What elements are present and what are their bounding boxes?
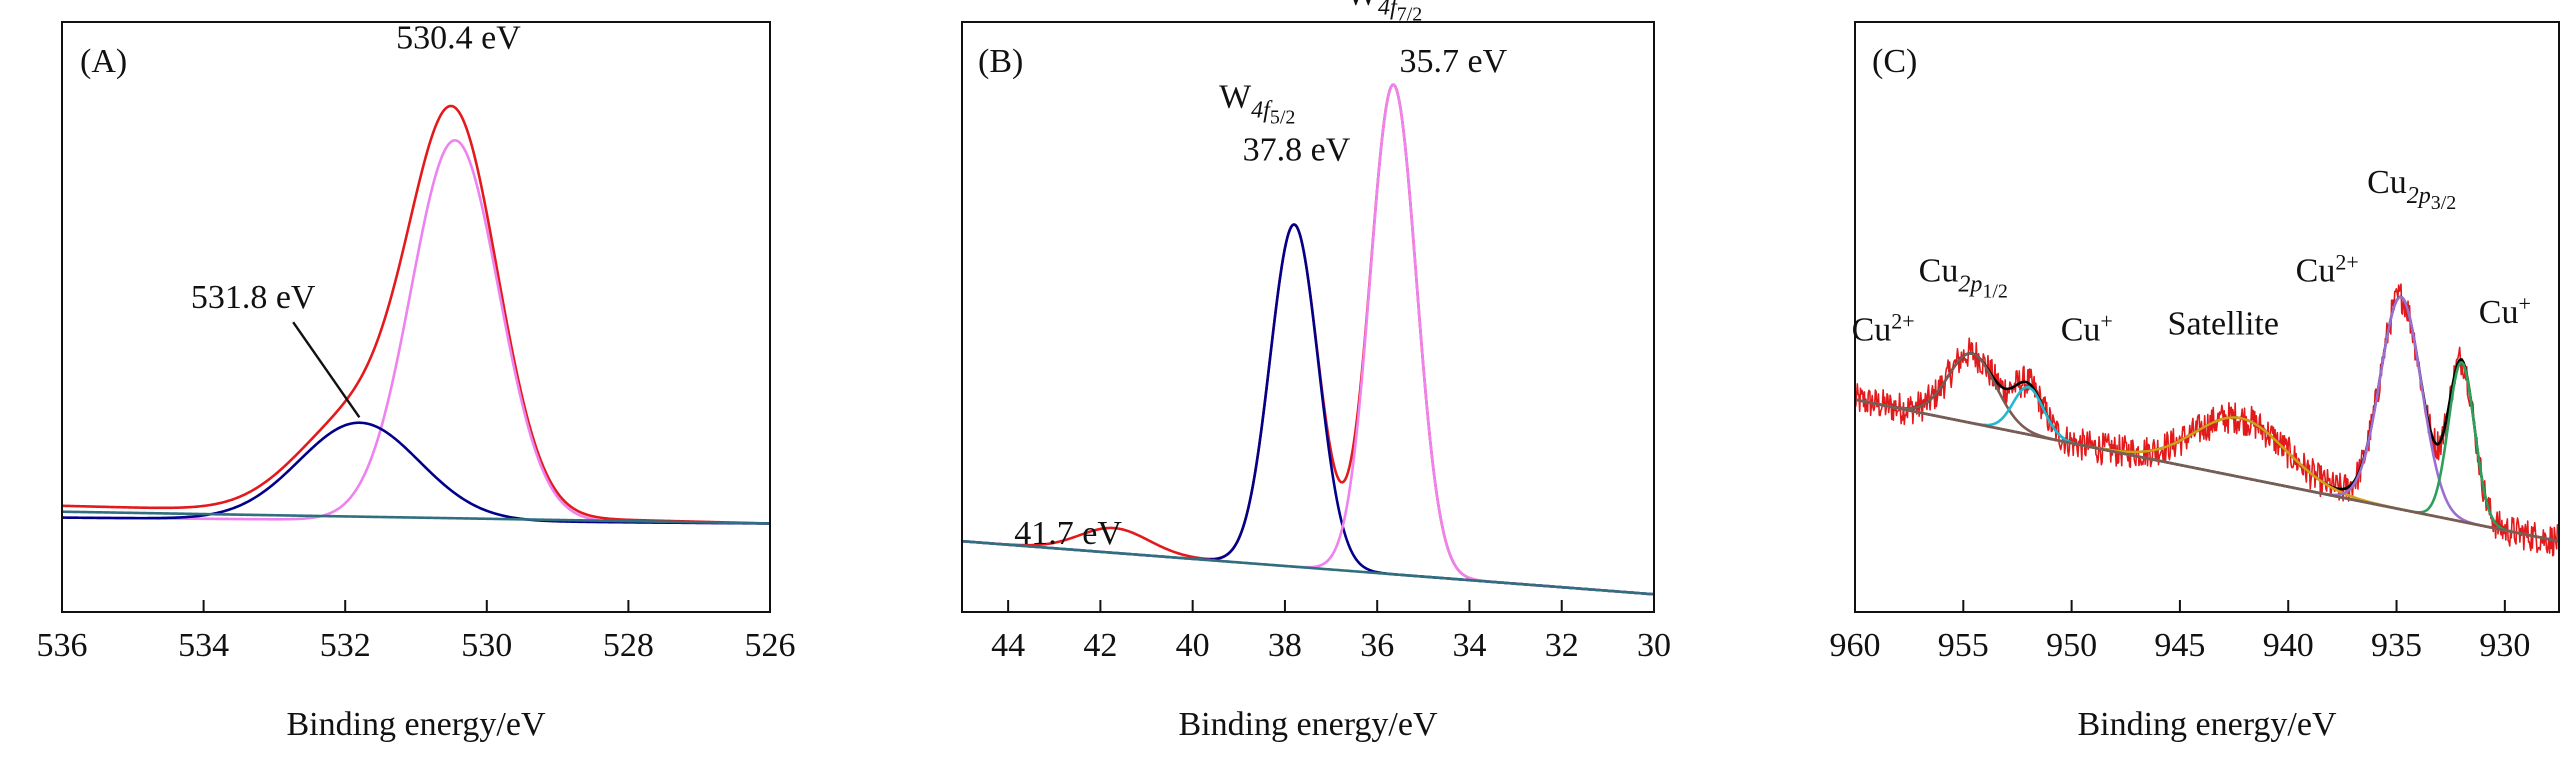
panel-b-annotation-4: W4f7/2 bbox=[1346, 0, 1422, 25]
panel-b-annotation-0: 41.7 eV bbox=[1014, 515, 1122, 552]
panel-b-series bbox=[961, 83, 1655, 596]
panel-c-ticks: 960 955 950 945 940 935 930 bbox=[1830, 600, 2530, 664]
panel-b-label: (B) bbox=[978, 43, 1023, 80]
panel-c-annotation-6: Cu+ bbox=[2479, 291, 2531, 331]
panel-c-tick-label-3: 945 bbox=[2154, 627, 2205, 664]
panel-b-tick-label-1: 42 bbox=[1083, 627, 1117, 664]
panel-c-annotation-2: Cu+ bbox=[2061, 309, 2113, 349]
panel-c-tick-label-6: 930 bbox=[2479, 627, 2530, 664]
panel-a-ticks: 536 534 532 530 528 526 bbox=[37, 600, 796, 664]
panel-c-tick-label-4: 940 bbox=[2263, 627, 2314, 664]
panel-a-xlabel: Binding energy/eV bbox=[286, 706, 545, 743]
panel-a-series-0 bbox=[61, 104, 771, 525]
panel-b-series-3 bbox=[961, 539, 1655, 596]
panel-c-annotation-1: Cu2p1/2 bbox=[1919, 253, 2008, 303]
panel-a-series bbox=[61, 104, 771, 525]
panel-c-frame bbox=[1854, 21, 2560, 613]
panel-b-tick-label-5: 34 bbox=[1452, 627, 1486, 664]
panel-b-annotation-3: W4f5/2 bbox=[1219, 79, 1295, 129]
panel-a-annotation-0: 530.4 eV bbox=[396, 20, 521, 57]
panel-b-tick-label-0: 44 bbox=[991, 627, 1025, 664]
panel-b-annotation-1: 37.8 eV bbox=[1243, 132, 1351, 169]
panel-c-label: (C) bbox=[1872, 43, 1917, 80]
panel-c-annotation-4: Cu2+ bbox=[2296, 250, 2359, 290]
panel-b-xlabel: Binding energy/eV bbox=[1178, 706, 1437, 743]
panel-b-tick-label-4: 36 bbox=[1360, 627, 1394, 664]
panel-b-annotation-2: 35.7 eV bbox=[1399, 43, 1507, 80]
panel-b-tick-label-7: 30 bbox=[1637, 627, 1671, 664]
panel-c-series-7 bbox=[1854, 398, 2560, 543]
panel-c-tick-label-2: 950 bbox=[2046, 627, 2097, 664]
panel-a-label: (A) bbox=[80, 43, 127, 80]
panel-a-tick-label-2: 532 bbox=[320, 627, 371, 664]
panel-c-series-3 bbox=[1854, 385, 2560, 543]
panel-c-xlabel: Binding energy/eV bbox=[2077, 706, 2336, 743]
panel-a-tick-label-0: 536 bbox=[37, 627, 88, 664]
panel-c-tick-label-0: 960 bbox=[1830, 627, 1881, 664]
panel-c-tick-label-1: 955 bbox=[1938, 627, 1989, 664]
panel-c-annotation-3: Satellite bbox=[2168, 306, 2279, 343]
panel-b-tick-label-3: 38 bbox=[1268, 627, 1302, 664]
panel-a-annotations: 530.4 eV 531.8 eV bbox=[191, 20, 521, 418]
panel-c-annotation-5: Cu2p3/2 bbox=[2367, 164, 2456, 214]
panel-a-frame bbox=[61, 21, 771, 613]
panel-a-annotation-1: 531.8 eV bbox=[191, 279, 316, 316]
panel-a-tick-label-5: 526 bbox=[745, 627, 796, 664]
panel-a-tick-label-4: 528 bbox=[603, 627, 654, 664]
panel-c-annotation-0: Cu2+ bbox=[1852, 309, 1915, 349]
panel-a-tick-label-1: 534 bbox=[178, 627, 229, 664]
panel-b-ticks: 44 42 40 38 36 34 32 30 bbox=[991, 600, 1671, 664]
panel-b-tick-label-2: 40 bbox=[1176, 627, 1210, 664]
panel-b-tick-label-6: 32 bbox=[1545, 627, 1579, 664]
panel-c-series bbox=[1854, 283, 2560, 557]
panel-b-annotations: 41.7 eV 37.8 eV 35.7 eV W4f5/2 W4f7/2 bbox=[1014, 0, 1507, 552]
panel-c: 960 955 950 945 940 935 930 Cu2+Cu2p1/2Cu+ Sate… bbox=[1830, 21, 2560, 743]
panel-a-tick-label-3: 530 bbox=[461, 627, 512, 664]
panel-a-annotation-arrow-1 bbox=[292, 321, 361, 418]
panel-c-tick-label-5: 935 bbox=[2371, 627, 2422, 664]
panel-b-frame bbox=[961, 21, 1655, 613]
panel-b: 44 42 40 38 36 34 32 30 41.7 eV 37.8 eV 35.7 eV W4… bbox=[961, 0, 1671, 743]
panel-a-series-3 bbox=[61, 510, 771, 525]
panel-c-series-6 bbox=[1854, 361, 2560, 543]
